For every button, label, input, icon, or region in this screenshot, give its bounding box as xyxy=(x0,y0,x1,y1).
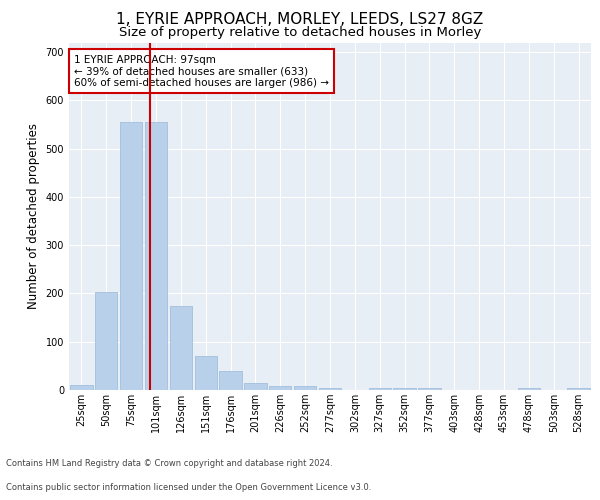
Bar xyxy=(568,388,590,390)
Bar xyxy=(269,386,292,390)
Bar xyxy=(220,370,242,390)
Bar xyxy=(120,122,142,390)
Bar xyxy=(368,388,391,390)
Bar xyxy=(518,388,540,390)
Text: Size of property relative to detached houses in Morley: Size of property relative to detached ho… xyxy=(119,26,481,39)
Text: Contains public sector information licensed under the Open Government Licence v3: Contains public sector information licen… xyxy=(6,484,371,492)
Bar xyxy=(418,388,440,390)
Bar xyxy=(145,122,167,390)
Text: Contains HM Land Registry data © Crown copyright and database right 2024.: Contains HM Land Registry data © Crown c… xyxy=(6,458,332,468)
Bar xyxy=(95,292,118,390)
Text: 1 EYRIE APPROACH: 97sqm
← 39% of detached houses are smaller (633)
60% of semi-d: 1 EYRIE APPROACH: 97sqm ← 39% of detache… xyxy=(74,54,329,88)
Text: 1, EYRIE APPROACH, MORLEY, LEEDS, LS27 8GZ: 1, EYRIE APPROACH, MORLEY, LEEDS, LS27 8… xyxy=(116,12,484,28)
Bar xyxy=(394,388,416,390)
Bar xyxy=(70,385,92,390)
Bar xyxy=(244,383,266,390)
Bar xyxy=(194,356,217,390)
Bar xyxy=(170,306,192,390)
Y-axis label: Number of detached properties: Number of detached properties xyxy=(27,123,40,309)
Bar xyxy=(319,388,341,390)
Bar xyxy=(294,386,316,390)
